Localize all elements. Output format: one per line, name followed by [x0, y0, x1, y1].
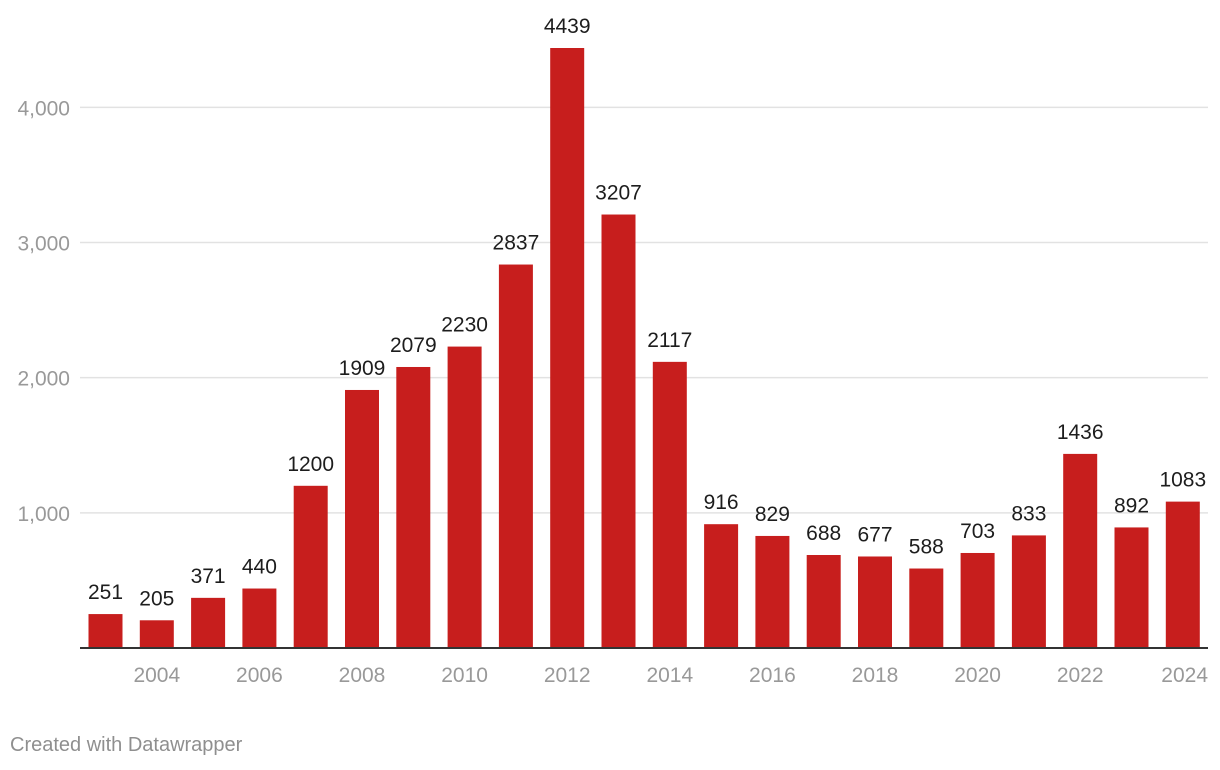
bar-value-label: 833	[1011, 502, 1046, 525]
x-axis: 2004 2006 2008 2010 2012 2014 2016 2018 2020 2022…	[133, 664, 1208, 687]
bar	[601, 214, 636, 648]
credit-text: Created with Datawrapper	[10, 734, 243, 756]
bar-value-label: 251	[88, 581, 123, 604]
bar	[858, 556, 892, 648]
bar-value-label: 3207	[595, 182, 642, 205]
x-tick-label: 2018	[852, 664, 899, 687]
bar	[242, 588, 277, 648]
x-tick-label: 2010	[441, 664, 488, 687]
y-tick-label: 1,000	[17, 503, 70, 526]
bar-value-label: 4439	[544, 15, 591, 38]
y-tick-label: 4,000	[17, 97, 70, 120]
bar	[345, 389, 379, 648]
bar	[498, 264, 533, 648]
bars	[88, 48, 1200, 648]
bar	[88, 614, 123, 648]
bar	[550, 48, 585, 648]
bar-value-label: 1083	[1159, 469, 1206, 492]
bar	[396, 366, 431, 648]
bar-value-label: 892	[1114, 494, 1149, 517]
bar	[960, 552, 995, 648]
bar	[909, 568, 944, 648]
x-tick-label: 2016	[749, 664, 796, 687]
bar-chart: 1,000 2,000 3,000 4,000 251 205 371 440 1200 190…	[17, 15, 1208, 687]
bar	[806, 555, 841, 648]
bar-value-label: 829	[755, 503, 790, 526]
bar	[1165, 501, 1200, 648]
bar-value-label: 2837	[493, 232, 540, 255]
bar	[1063, 453, 1098, 648]
x-tick-label: 2004	[133, 664, 180, 687]
y-tick-label: 2,000	[17, 368, 70, 391]
y-tick-label: 3,000	[17, 233, 70, 256]
x-tick-label: 2008	[339, 664, 386, 687]
bar-value-label: 688	[806, 522, 841, 545]
x-tick-label: 2022	[1057, 664, 1104, 687]
bar-value-label: 677	[857, 523, 892, 546]
x-tick-label: 2024	[1161, 664, 1208, 687]
gridlines	[80, 106, 1208, 514]
bar-value-label: 2117	[647, 329, 692, 352]
bar-value-label: 1909	[339, 357, 386, 380]
bar-value-label: 2230	[441, 314, 488, 337]
bar-value-label: 205	[139, 587, 174, 610]
x-tick-label: 2012	[544, 664, 591, 687]
bar-value-label: 703	[960, 520, 995, 543]
x-tick-label: 2006	[236, 664, 283, 687]
y-axis: 1,000 2,000 3,000 4,000	[17, 97, 70, 525]
bar-value-label: 1200	[287, 453, 334, 476]
bar-value-label: 916	[704, 491, 739, 514]
bar	[704, 524, 739, 648]
bar-value-label: 371	[191, 565, 226, 588]
bar	[652, 361, 687, 648]
bar	[447, 346, 482, 648]
x-tick-label: 2020	[954, 664, 1001, 687]
bar-value-label: 2079	[390, 334, 437, 357]
bar	[1011, 535, 1046, 648]
bar-value-label: 588	[909, 536, 944, 559]
bar	[139, 620, 174, 648]
x-tick-label: 2014	[646, 664, 693, 687]
bar	[293, 485, 328, 648]
bar	[191, 597, 226, 648]
bar	[755, 535, 790, 648]
bar	[1114, 527, 1149, 648]
bar-value-label: 440	[242, 556, 277, 579]
bar-value-label: 1436	[1057, 421, 1104, 444]
